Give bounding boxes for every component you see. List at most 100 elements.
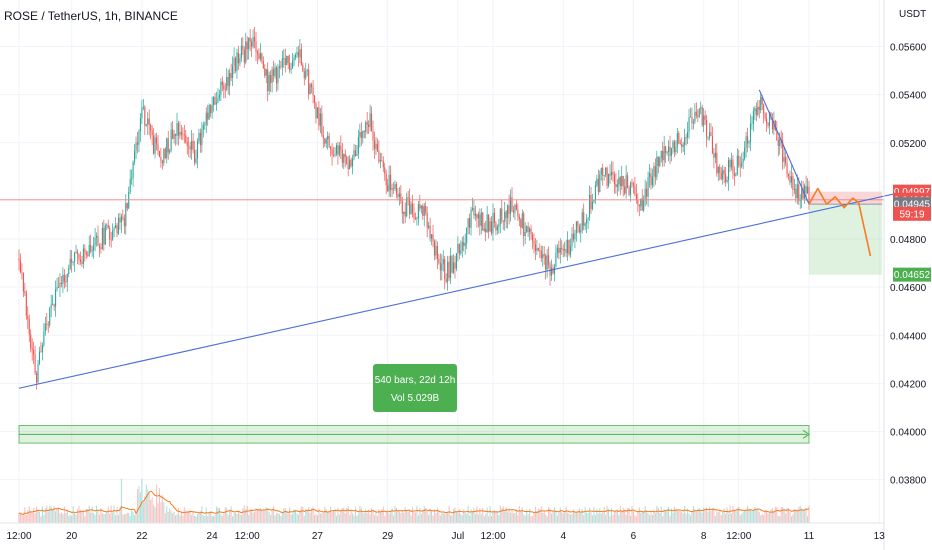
candle-body	[431, 234, 433, 239]
time-axis[interactable]: 12:00 20 22 24 12:00 27 29 Jul 12:00 4 6 8 12:00 11 13	[0, 522, 885, 542]
time-tick-label: 6	[631, 531, 637, 542]
candle-body	[40, 351, 42, 353]
candle-body	[687, 131, 689, 138]
volume-bar	[299, 510, 301, 523]
candle-body	[194, 150, 196, 163]
candle-body	[510, 197, 512, 214]
candle-body	[233, 58, 235, 66]
volume-bar	[691, 511, 693, 523]
candle-body	[732, 159, 734, 174]
volume-bar	[473, 507, 475, 523]
volume-bar	[155, 484, 158, 523]
volume-bar	[552, 511, 554, 523]
volume-bar	[710, 510, 712, 523]
volume-bar	[264, 510, 266, 523]
candle-body	[94, 237, 96, 246]
volume-bar	[308, 507, 310, 523]
candle-body	[318, 107, 320, 126]
volume-bar	[180, 511, 182, 523]
candle-body	[309, 84, 311, 95]
volume-bar	[524, 515, 526, 523]
candle-body	[527, 226, 529, 233]
candle-body	[21, 271, 23, 273]
candle-body	[432, 234, 434, 242]
candle-body	[259, 53, 261, 59]
range-measure-tool[interactable]: 540 bars, 22d 12h Vol 5.029B	[18, 364, 810, 444]
volume-bar	[55, 511, 57, 523]
volume-bar	[100, 508, 102, 523]
candle-body	[170, 129, 172, 151]
volume-bar	[30, 510, 32, 523]
candle-body	[689, 116, 692, 118]
price-axis[interactable]: USDT 0.05600 0.05400 0.05200 0.04800 0.04600…	[883, 0, 931, 550]
volume-bar	[341, 508, 343, 523]
range-measure-bars-label: 540 bars, 22d 12h	[375, 375, 456, 386]
candle-body	[676, 132, 678, 148]
volume-bar	[436, 507, 438, 523]
volume-bar	[25, 515, 27, 523]
volume-bar	[319, 513, 321, 523]
volume-bar	[391, 508, 393, 523]
volume-bar	[575, 512, 577, 523]
volume-bar	[365, 509, 367, 523]
candle-body	[79, 259, 81, 262]
candle-body	[47, 324, 49, 326]
drawings[interactable]	[0, 89, 897, 389]
candle-body	[349, 159, 351, 170]
volume-bar	[423, 506, 425, 523]
volume-bar	[194, 515, 196, 523]
volume-bar	[406, 510, 408, 523]
candle-body	[66, 273, 68, 282]
candle-body	[163, 148, 165, 164]
volume-bar	[182, 516, 184, 523]
candle-body	[564, 249, 566, 251]
candle-body	[25, 292, 27, 316]
candle-body	[148, 118, 150, 125]
volume-bar	[695, 511, 697, 523]
candle-body	[306, 69, 308, 72]
candle-body	[663, 146, 665, 161]
candle-body	[28, 319, 30, 335]
volume-bar	[521, 507, 523, 523]
volume-bar	[117, 514, 120, 523]
candle-body	[490, 221, 493, 234]
volume-bar	[486, 507, 488, 523]
candle-body	[150, 124, 152, 131]
volume-bar	[75, 514, 77, 523]
candle-body	[572, 233, 575, 240]
candle-body	[145, 124, 147, 126]
volume-bar	[281, 511, 283, 523]
candle-body	[420, 205, 422, 209]
volume-bar	[467, 505, 469, 523]
volume-bar	[483, 516, 485, 523]
short-position-tool[interactable]	[809, 191, 883, 275]
candle-body	[738, 155, 740, 166]
candle-body	[290, 68, 292, 70]
volume-bar	[621, 511, 623, 523]
volume-bar	[806, 516, 809, 523]
volume-bar	[334, 509, 336, 523]
volume-bar	[126, 512, 128, 523]
volume-bar	[779, 516, 781, 523]
candle-body	[375, 143, 377, 149]
volume-bar	[805, 507, 807, 523]
candle-body	[278, 66, 280, 68]
candle-body	[451, 255, 453, 273]
candle-body	[716, 152, 718, 174]
volume-bar	[103, 514, 105, 523]
volume-bar	[331, 512, 333, 523]
candle-body	[533, 240, 535, 245]
volume-bar	[394, 506, 396, 523]
candle-body	[176, 123, 178, 136]
price-tick-label: 0.04400	[890, 331, 927, 342]
candle-body	[198, 132, 200, 142]
candle-body	[135, 142, 137, 151]
volume-bar	[793, 508, 795, 523]
volume-bar	[749, 509, 752, 523]
candle-body	[258, 53, 260, 59]
candle-body	[583, 212, 585, 226]
volume-bar	[787, 508, 790, 523]
volume-bar	[62, 514, 64, 523]
candle-body	[280, 66, 282, 68]
